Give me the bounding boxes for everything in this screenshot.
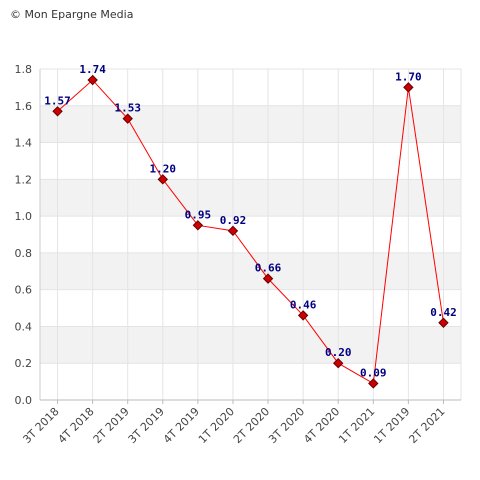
data-label: 0.92 xyxy=(220,214,247,227)
y-tick-label: 1.4 xyxy=(15,137,33,150)
data-point xyxy=(403,82,414,93)
x-tick-label: 2T 2020 xyxy=(231,405,272,446)
data-point xyxy=(157,174,168,185)
x-tick-label: 3T 2019 xyxy=(126,405,167,446)
y-tick-label: 0.0 xyxy=(15,394,33,407)
data-point xyxy=(87,74,98,86)
data-label: 0.20 xyxy=(325,346,352,359)
data-point xyxy=(297,310,309,321)
x-tick-label: 4T 2019 xyxy=(161,405,202,446)
x-tick-label: 1T 2019 xyxy=(371,405,412,446)
series-line xyxy=(57,79,444,385)
chart-credit: © Mon Epargne Media xyxy=(10,8,134,21)
x-tick-label: 1T 2020 xyxy=(196,405,237,446)
x-tick-label: 2T 2021 xyxy=(406,405,447,446)
data-point xyxy=(122,113,133,124)
data-label: 1.70 xyxy=(395,70,422,83)
data-label: 0.95 xyxy=(185,208,212,221)
x-tick-label: 4T 2018 xyxy=(56,405,97,446)
y-tick-label: 1.8 xyxy=(15,63,33,76)
y-tick-label: 1.2 xyxy=(15,173,33,186)
x-tick-label: 3T 2018 xyxy=(20,405,61,446)
data-point xyxy=(368,378,379,389)
data-label: 0.09 xyxy=(360,366,387,379)
plot-band xyxy=(40,252,461,290)
data-label: 1.74 xyxy=(79,63,106,76)
x-tick-label: 3T 2020 xyxy=(266,405,307,446)
data-point xyxy=(192,220,204,231)
y-tick-label: 1.6 xyxy=(15,100,33,113)
y-tick-label: 0.6 xyxy=(15,284,33,297)
data-point xyxy=(262,273,274,284)
y-tick-label: 0.8 xyxy=(15,247,33,260)
data-label: 0.46 xyxy=(290,298,317,311)
x-tick-label: 4T 2020 xyxy=(301,405,342,446)
plot-band xyxy=(40,105,461,143)
data-label: 0.66 xyxy=(255,262,282,275)
plot-band xyxy=(40,326,461,364)
data-label: 0.42 xyxy=(430,306,457,319)
y-tick-label: 1.0 xyxy=(15,210,33,223)
x-tick-label: 2T 2019 xyxy=(91,405,132,446)
x-tick-label: 1T 2021 xyxy=(336,405,377,446)
data-label: 1.53 xyxy=(114,102,141,115)
y-tick-label: 0.4 xyxy=(15,320,33,333)
y-tick-label: 0.2 xyxy=(15,357,33,370)
data-point xyxy=(227,225,239,237)
data-point xyxy=(333,358,344,369)
data-point xyxy=(438,317,449,328)
data-label: 1.20 xyxy=(150,162,177,175)
data-label: 1.57 xyxy=(44,94,71,107)
data-point xyxy=(52,106,63,117)
plot-band xyxy=(40,179,461,217)
